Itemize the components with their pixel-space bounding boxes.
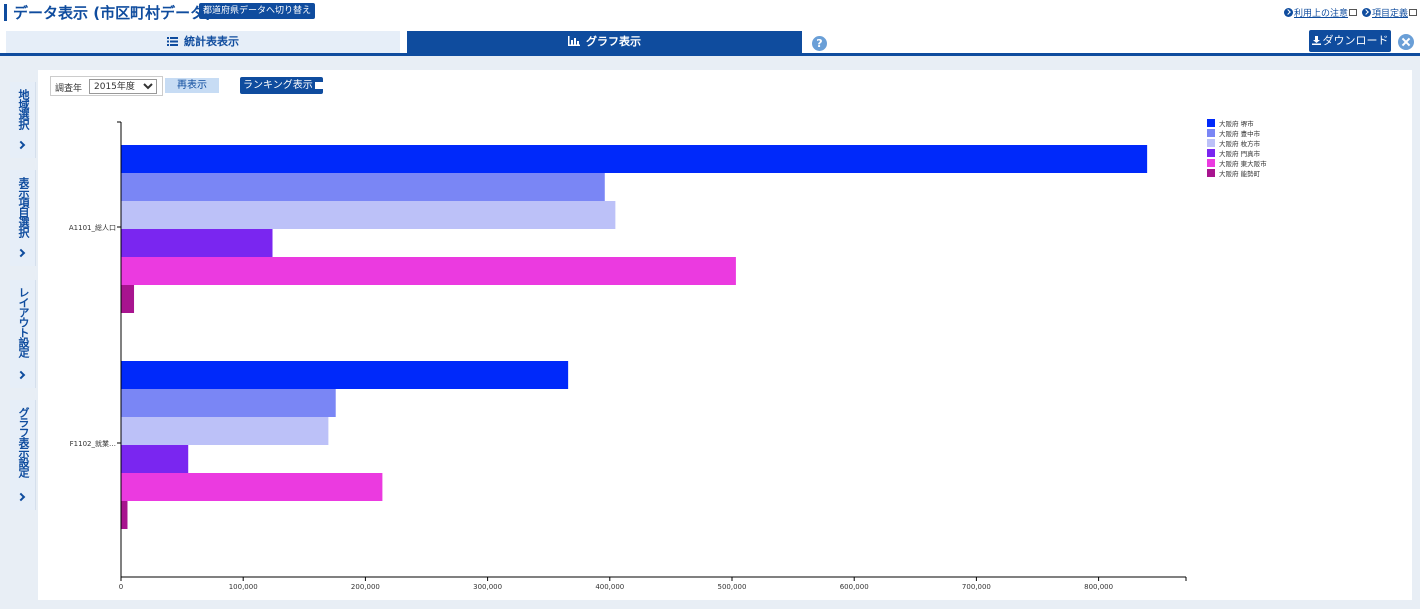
ranking-button-label: ランキング表示 <box>243 80 313 91</box>
terms-link[interactable]: 利用上の注意 <box>1284 6 1358 19</box>
arrow-circle-icon <box>1362 8 1371 17</box>
year-label: 調査年 <box>55 84 83 94</box>
window-icon <box>314 82 323 89</box>
definitions-link[interactable]: 項目定義 <box>1362 6 1418 19</box>
side-tab-items[interactable]: 表示項目選択 <box>10 170 36 266</box>
side-tab-graph-settings[interactable]: グラフ表示設定 <box>10 400 36 510</box>
tab-underline <box>0 53 1420 56</box>
chevron-right-icon <box>16 492 26 502</box>
bar-chart-icon <box>568 36 580 46</box>
page-title: データ表示 (市区町村データ) <box>13 4 212 22</box>
tab-graph-label: グラフ表示 <box>586 35 641 48</box>
tab-stat-table-label: 統計表表示 <box>184 35 239 48</box>
switch-to-prefecture-button[interactable]: 都道府県データへ切り替え <box>199 3 316 19</box>
graph-panel <box>38 70 1412 600</box>
side-tab-layout[interactable]: レイアウト設定 <box>10 280 36 388</box>
title-accent-bar <box>4 4 7 21</box>
download-icon <box>1311 36 1321 45</box>
chevron-right-icon <box>16 140 26 150</box>
side-tab-region[interactable]: 地域選択 <box>10 82 36 158</box>
tab-graph[interactable]: グラフ表示 <box>407 31 802 54</box>
list-icon <box>167 37 178 46</box>
arrow-circle-icon <box>1284 8 1293 17</box>
refresh-button[interactable]: 再表示 <box>165 78 219 93</box>
side-tab-label: 地域選択 <box>17 89 30 129</box>
help-icon[interactable]: ? <box>812 36 827 51</box>
side-tab-label: 表示項目選択 <box>17 177 30 237</box>
chevron-right-icon <box>16 248 26 258</box>
external-window-icon <box>1349 9 1358 16</box>
year-selector: 調査年 2015年度 <box>50 76 163 96</box>
side-tab-label: グラフ表示設定 <box>17 407 30 477</box>
chevron-right-icon <box>16 370 26 380</box>
header: データ表示 (市区町村データ) 都道府県データへ切り替え 利用上の注意 項目定義 <box>0 0 1420 26</box>
definitions-link-label: 項目定義 <box>1372 9 1409 19</box>
external-window-icon <box>1409 9 1418 16</box>
download-button[interactable]: ダウンロード <box>1309 30 1391 52</box>
tab-stat-table[interactable]: 統計表表示 <box>6 31 400 53</box>
ranking-button[interactable]: ランキング表示 <box>240 77 323 94</box>
terms-link-label: 利用上の注意 <box>1294 9 1349 19</box>
close-icon[interactable] <box>1398 34 1414 50</box>
download-button-label: ダウンロード <box>1322 34 1389 47</box>
year-select[interactable]: 2015年度 <box>89 79 157 94</box>
side-tab-label: レイアウト設定 <box>17 287 30 357</box>
